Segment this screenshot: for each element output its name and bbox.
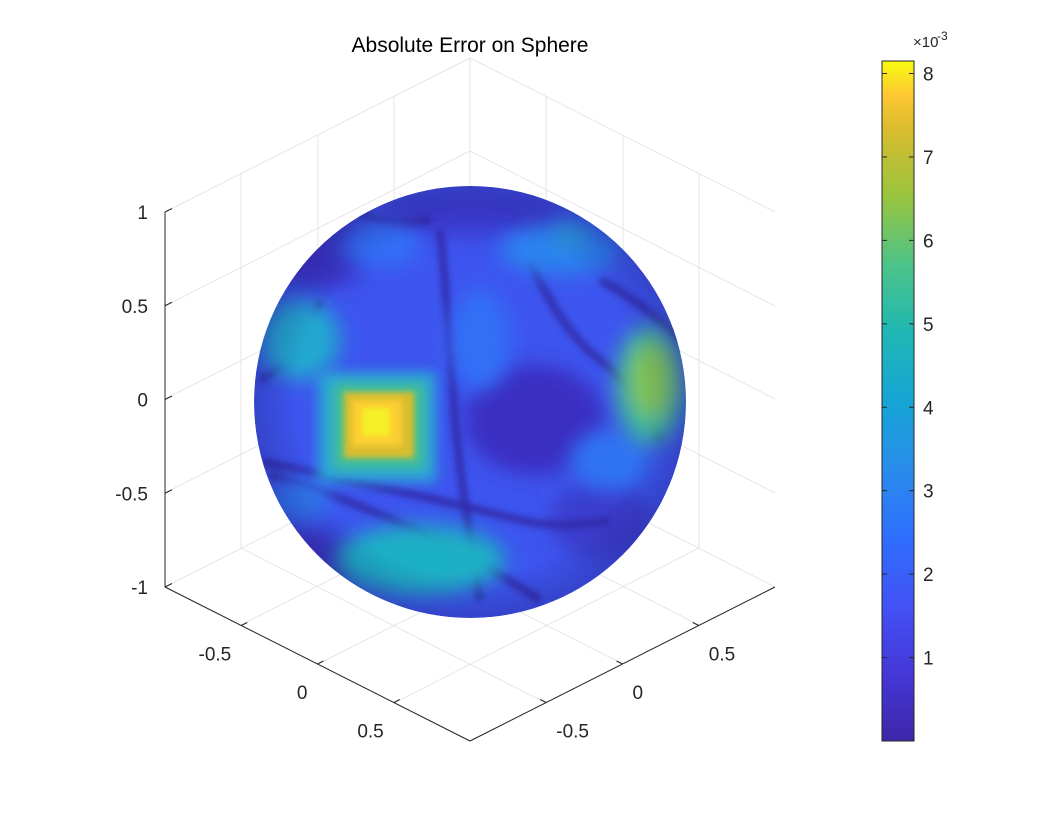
colorbar: ×10 -3 1 2 3 4 5 6 7 8 — [881, 29, 948, 742]
z-tick-mark — [164, 208, 173, 213]
colorbar-tick-label: 6 — [923, 231, 934, 252]
z-tick-label: 1 — [137, 203, 148, 224]
colorbar-exponent: ×10 — [913, 34, 938, 51]
y-tick-label: 0.5 — [709, 645, 735, 666]
chart-title: Absolute Error on Sphere — [352, 34, 589, 57]
z-tick-label: -0.5 — [115, 484, 148, 505]
axis-ticks: 1 0.5 0 -0.5 -1 -0.5 0 0.5 -0.5 0 0.5 — [115, 203, 735, 743]
y-tick-label: -0.5 — [556, 722, 589, 743]
z-tick-mark — [164, 301, 173, 307]
z-tick-label: 0 — [137, 391, 148, 412]
colorbar-ticks: 1 2 3 4 5 6 7 8 — [882, 65, 934, 670]
x-tick-label: 0.5 — [357, 722, 383, 743]
x-tick-mark — [393, 699, 400, 703]
colorbar-tick-label: 2 — [923, 565, 934, 586]
sphere-surface — [254, 186, 686, 618]
z-tick-mark — [164, 395, 173, 400]
colorbar-tick-label: 1 — [923, 649, 934, 670]
y-tick-mark — [692, 622, 699, 626]
colorbar-tick-label: 7 — [923, 148, 934, 169]
x-tick-mark — [241, 622, 248, 626]
x-tick-label: 0 — [297, 683, 308, 704]
x-tick-mark — [317, 660, 324, 665]
colorbar-tick-label: 5 — [923, 315, 934, 336]
y-tick-mark — [616, 660, 623, 665]
x-tick-label: -0.5 — [199, 645, 232, 666]
y-tick-mark — [540, 699, 547, 703]
colorbar-tick-label: 8 — [923, 65, 934, 86]
y-tick-label: 0 — [633, 683, 644, 704]
colorbar-tick-label: 3 — [923, 482, 934, 503]
z-tick-mark — [164, 583, 173, 588]
colorbar-gradient — [881, 60, 915, 742]
z-tick-label: 0.5 — [122, 297, 148, 318]
colorbar-tick-label: 4 — [923, 398, 934, 419]
z-tick-label: -1 — [131, 578, 148, 599]
colorbar-exponent-power: -3 — [937, 29, 948, 43]
z-tick-mark — [164, 489, 173, 494]
